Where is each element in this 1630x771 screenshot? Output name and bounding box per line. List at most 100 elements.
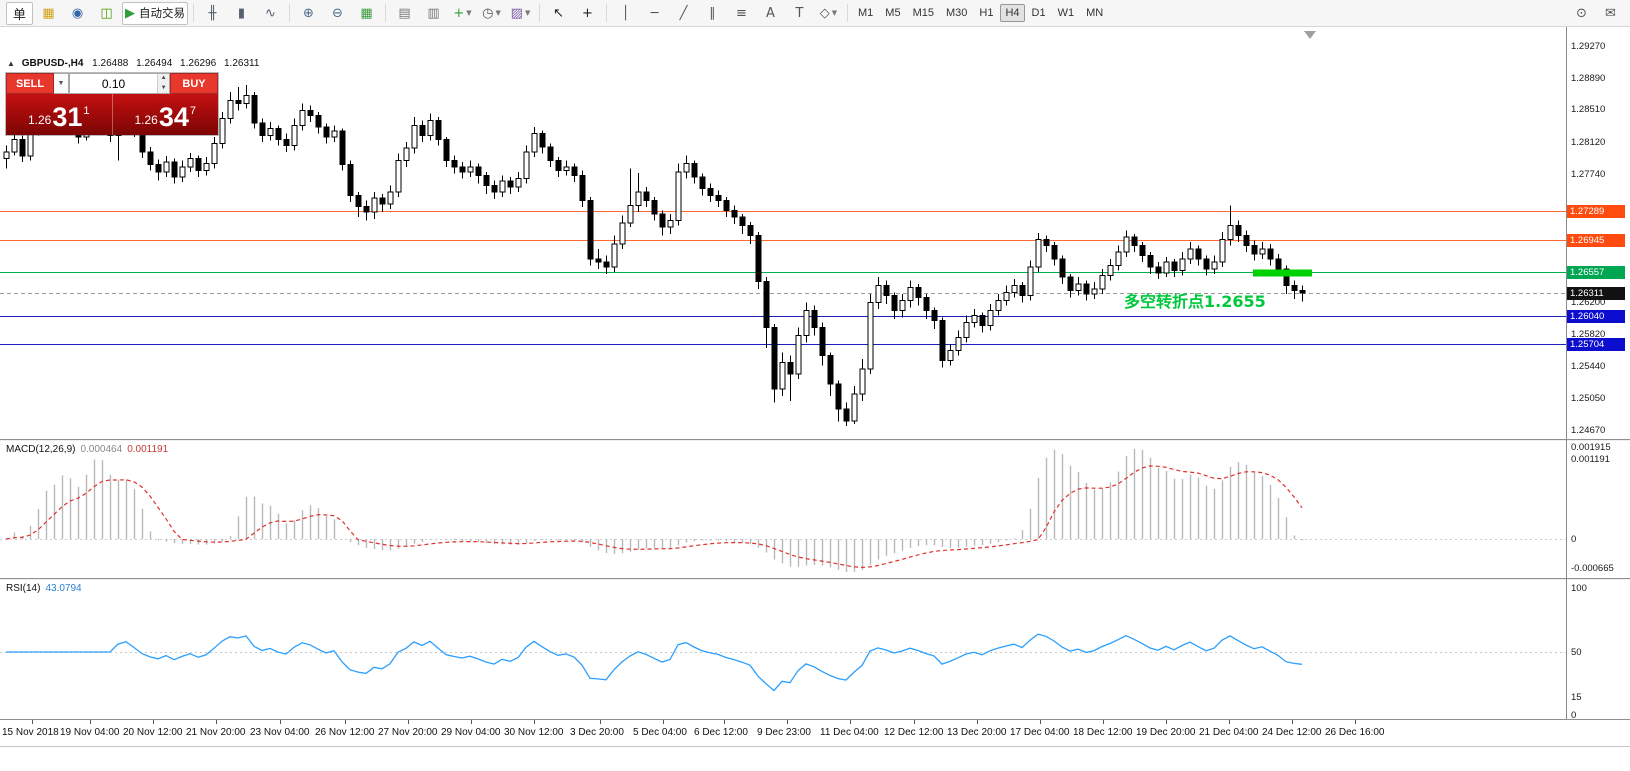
time-axis-tick bbox=[32, 720, 33, 724]
panel-splitter[interactable] bbox=[0, 439, 1630, 441]
channel-button[interactable]: ∥ bbox=[699, 2, 726, 25]
cursor-icon: ↖ bbox=[553, 5, 564, 21]
arrange-windows-icon: ▥ bbox=[427, 5, 440, 21]
price-axis-label: 1.28120 bbox=[1571, 137, 1606, 148]
timeframe-d1-button[interactable]: D1 bbox=[1031, 7, 1046, 19]
text-icon: A bbox=[766, 5, 775, 21]
trendline-button[interactable]: ╱ bbox=[670, 2, 697, 25]
one-click-toggle-icon[interactable]: ▲ bbox=[7, 59, 15, 68]
time-axis-label: 3 Dec 20:00 bbox=[570, 727, 624, 738]
rsi-axis-label: 50 bbox=[1571, 647, 1582, 658]
time-axis-tick bbox=[600, 720, 601, 724]
panel-splitter[interactable] bbox=[0, 578, 1630, 580]
timeframe-m15-button[interactable]: M15 bbox=[912, 7, 934, 19]
pivot-highlight-segment[interactable] bbox=[1253, 269, 1312, 277]
zoom-in-button[interactable]: ⊕ bbox=[295, 2, 322, 25]
price-axis[interactable]: 1.29270 1.28890 1.28510 1.28120 1.27740 1.272… bbox=[1567, 27, 1630, 721]
macd-chart[interactable] bbox=[0, 441, 1566, 578]
fibonacci-button[interactable]: ≡ bbox=[728, 2, 755, 25]
timeframe-h4-button[interactable]: H4 bbox=[1000, 4, 1025, 22]
price-axis-label: 1.26200 bbox=[1571, 297, 1606, 308]
chart-line-button[interactable]: ∿ bbox=[257, 2, 284, 25]
main-chart[interactable] bbox=[0, 27, 1566, 439]
time-axis-tick bbox=[471, 720, 472, 724]
chat-button[interactable]: ✉ bbox=[1597, 2, 1624, 25]
periods-button[interactable]: ◷ ▼ bbox=[478, 2, 505, 25]
sell-button[interactable]: SELL bbox=[6, 73, 54, 94]
time-axis-tick bbox=[1229, 720, 1230, 724]
time-axis-label: 5 Dec 04:00 bbox=[633, 727, 687, 738]
order-options-dropdown[interactable]: ▼ bbox=[54, 73, 69, 94]
rsi-panel[interactable]: RSI(14) 43.0794 bbox=[0, 580, 1566, 719]
timeframe-w1-button[interactable]: W1 bbox=[1057, 7, 1075, 19]
macd-axis-label: -0.000665 bbox=[1571, 563, 1614, 574]
volume-up-button[interactable]: ▲ bbox=[158, 74, 169, 84]
volume-field-wrap: ▲ ▼ bbox=[69, 73, 170, 94]
volume-down-button[interactable]: ▼ bbox=[158, 83, 169, 93]
timeframe-m5-button[interactable]: M5 bbox=[885, 7, 901, 19]
time-axis-tick bbox=[1103, 720, 1104, 724]
rsi-axis-label: 15 bbox=[1571, 692, 1582, 703]
chart-bars-button[interactable]: ╫ bbox=[199, 2, 226, 25]
crosshair-button[interactable]: + bbox=[574, 2, 601, 25]
pivot-annotation[interactable]: 多空转折点1.2655 bbox=[1124, 292, 1266, 311]
price-axis-label: 1.25820 bbox=[1571, 329, 1606, 340]
buy-price[interactable]: 1.26 34 7 bbox=[134, 102, 197, 132]
chat-icon: ✉ bbox=[1605, 5, 1616, 21]
chart-candles-button[interactable]: ▮ bbox=[228, 2, 255, 25]
arrange-windows-button[interactable]: ▥ bbox=[420, 2, 447, 25]
time-axis[interactable]: 15 Nov 2018 19 Nov 04:00 20 Nov 12:00 21 No… bbox=[0, 719, 1630, 746]
time-axis-tick bbox=[408, 720, 409, 724]
new-chart-button[interactable]: + ▼ bbox=[449, 2, 476, 25]
volume-input[interactable] bbox=[70, 74, 158, 93]
autotrading-button[interactable]: ▶ 自动交易 bbox=[122, 1, 188, 25]
search-button[interactable]: ⊙ bbox=[1568, 2, 1595, 25]
profiles-button[interactable]: ◉ bbox=[64, 2, 91, 25]
label-button[interactable]: T bbox=[786, 2, 813, 25]
text-button[interactable]: A bbox=[757, 2, 784, 25]
horizontal-line-icon: ─ bbox=[650, 5, 659, 21]
timeframe-h1-button[interactable]: H1 bbox=[979, 7, 994, 19]
new-chart-icon: + bbox=[453, 5, 465, 21]
arrows-button[interactable]: ◇ ▼ bbox=[815, 2, 842, 25]
vertical-line-icon: │ bbox=[621, 5, 630, 21]
support-price-tag: 1.26040 bbox=[1567, 310, 1625, 323]
one-click-trading-panel: SELL ▼ ▲ ▼ BUY 1.26311 1.263 bbox=[6, 73, 218, 135]
timeframe-m30-button[interactable]: M30 bbox=[945, 7, 968, 19]
chart-shift-marker-icon[interactable] bbox=[1304, 31, 1316, 39]
toolbar-separator bbox=[289, 4, 290, 22]
timeframe-mn-button[interactable]: MN bbox=[1086, 7, 1104, 19]
cursor-button[interactable]: ↖ bbox=[545, 2, 572, 25]
sell-price[interactable]: 1.26 31 1 bbox=[6, 94, 113, 135]
zoom-out-button[interactable]: ⊖ bbox=[324, 2, 351, 25]
dropdown-caret-icon: ▼ bbox=[466, 9, 472, 17]
market-watch-icon: ◫ bbox=[100, 5, 113, 21]
templates-button[interactable]: ▨ ▼ bbox=[507, 2, 534, 25]
rsi-chart[interactable] bbox=[0, 580, 1566, 719]
horizontal-line-button[interactable]: ─ bbox=[641, 2, 668, 25]
market-watch-button[interactable]: ◫ bbox=[93, 2, 120, 25]
macd-panel[interactable]: MACD(12,26,9) 0.000464 0.001191 bbox=[0, 441, 1566, 578]
tile-windows-button[interactable]: ▦ bbox=[353, 2, 380, 25]
vertical-line-button[interactable]: │ bbox=[612, 2, 639, 25]
dropdown-caret-icon: ▼ bbox=[495, 9, 501, 17]
time-axis-tick bbox=[787, 720, 788, 724]
buy-button[interactable]: BUY bbox=[170, 73, 218, 94]
macd-main-value: 0.000464 bbox=[80, 444, 123, 455]
pivot-price-tag: 1.26557 bbox=[1567, 266, 1625, 279]
time-axis-tick bbox=[724, 720, 725, 724]
time-axis-tick bbox=[1292, 720, 1293, 724]
main-chart-panel[interactable]: ▲ GBPUSD-,H4 1.26488 1.26494 1.26296 1.2… bbox=[0, 27, 1566, 439]
charts-button[interactable]: ▦ bbox=[35, 2, 62, 25]
time-axis-label: 9 Dec 23:00 bbox=[757, 727, 811, 738]
timeframe-m1-button[interactable]: M1 bbox=[858, 7, 874, 19]
time-axis-label: 24 Dec 12:00 bbox=[1262, 727, 1322, 738]
new-order-button[interactable]: 单 bbox=[6, 1, 33, 25]
price-axis-label: 1.28890 bbox=[1571, 73, 1606, 84]
trendline-icon: ╱ bbox=[679, 5, 688, 21]
crosshair-icon: + bbox=[582, 5, 593, 21]
time-axis-tick bbox=[1355, 720, 1356, 724]
time-axis-tick bbox=[914, 720, 915, 724]
time-axis-label: 11 Dec 04:00 bbox=[820, 727, 879, 738]
cascade-windows-button[interactable]: ▤ bbox=[391, 2, 418, 25]
